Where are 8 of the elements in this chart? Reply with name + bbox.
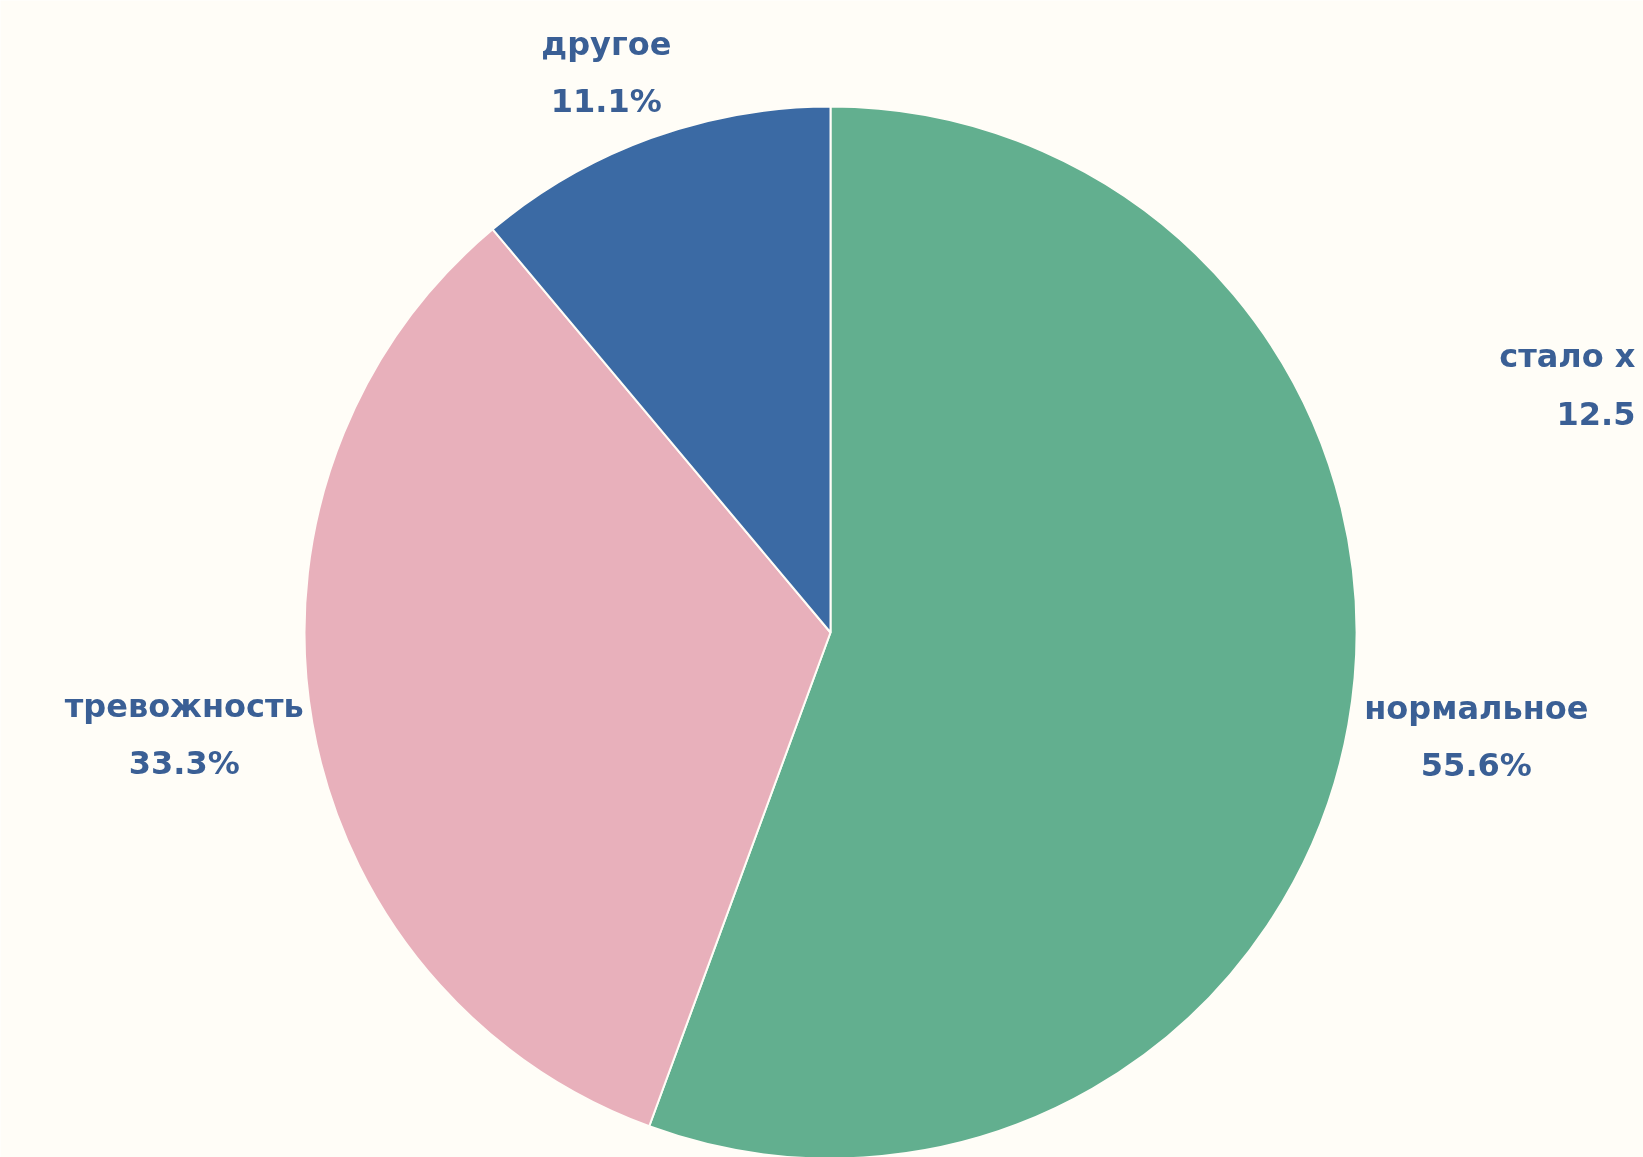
text: 12.5 <box>1556 395 1636 433</box>
data-label: 11.1% <box>550 81 662 120</box>
slice-label: тревожность <box>64 687 304 726</box>
slice-label: нормальное <box>1364 689 1589 728</box>
slice-label: другое <box>541 24 672 63</box>
text: стало х <box>1499 336 1636 375</box>
data-label: 33.3% <box>128 744 240 783</box>
data-label: 55.6% <box>1420 746 1532 785</box>
